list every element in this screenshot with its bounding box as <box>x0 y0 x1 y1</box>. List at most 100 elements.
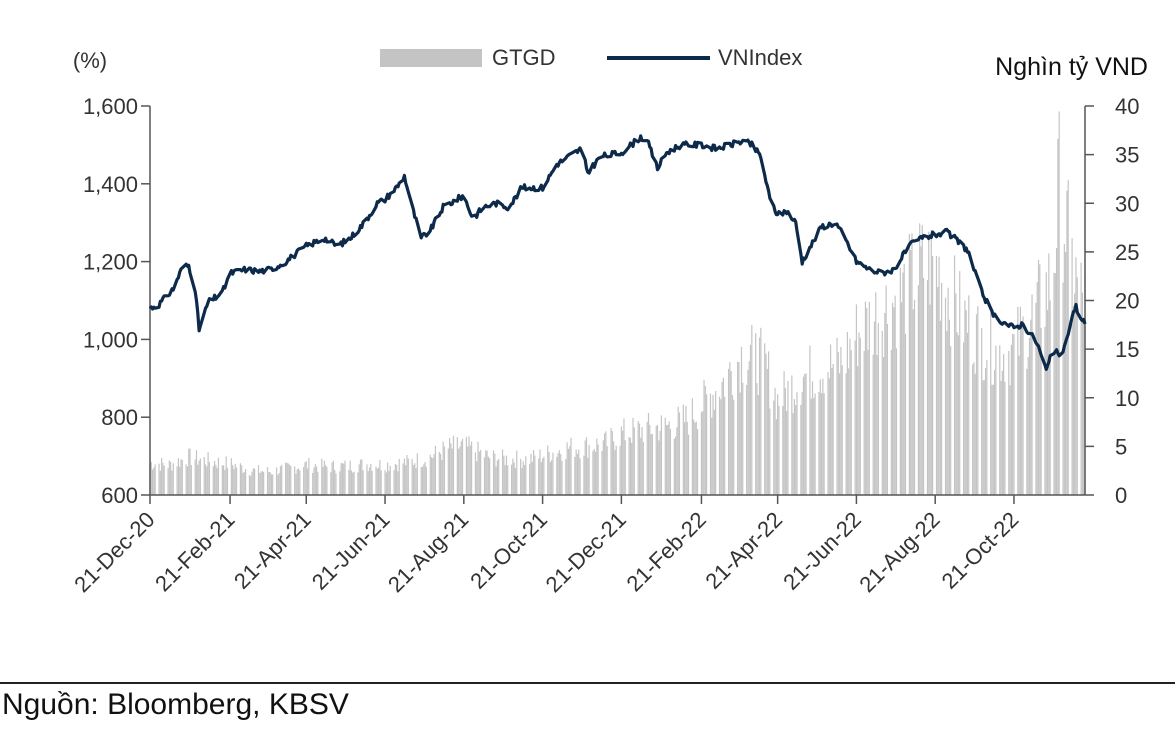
gtgd-bar <box>1075 257 1077 495</box>
gtgd-bar <box>281 464 283 495</box>
gtgd-bar <box>1027 357 1029 495</box>
gtgd-bar <box>646 421 648 495</box>
gtgd-bar <box>592 450 594 495</box>
gtgd-bar <box>765 353 767 495</box>
gtgd-bar <box>330 472 332 495</box>
gtgd-bar <box>777 394 779 495</box>
left-axis-label: (%) <box>73 48 107 73</box>
gtgd-bar <box>570 437 572 495</box>
gtgd-bar <box>366 464 368 495</box>
gtgd-bar <box>439 453 442 495</box>
gtgd-bar <box>935 255 938 495</box>
gtgd-bar <box>379 459 381 495</box>
gtgd-bar <box>787 380 789 495</box>
gtgd-bar <box>317 471 319 495</box>
gtgd-bar <box>188 448 190 495</box>
gtgd-bar <box>1012 333 1014 495</box>
x-axis-tick-label: 21-Feb-21 <box>150 507 239 596</box>
gtgd-bar <box>872 354 874 495</box>
gtgd-bar <box>334 469 336 495</box>
gtgd-bar <box>1074 293 1076 495</box>
gtgd-bar <box>1026 368 1028 495</box>
gtgd-bar <box>235 467 238 495</box>
gtgd-bar <box>638 423 641 495</box>
gtgd-bar <box>367 471 369 495</box>
gtgd-bar <box>1031 294 1033 495</box>
gtgd-bar <box>1021 321 1023 495</box>
gtgd-bar <box>894 295 896 495</box>
legend-label-vnindex: VNIndex <box>718 45 802 70</box>
gtgd-bar <box>1045 272 1047 495</box>
gtgd-bar <box>343 463 345 495</box>
gtgd-bar <box>696 429 699 495</box>
gtgd-bar <box>804 373 806 495</box>
gtgd-bar <box>875 292 877 495</box>
gtgd-bar <box>968 295 970 495</box>
gtgd-bar <box>558 450 560 495</box>
gtgd-bar <box>438 451 440 495</box>
gtgd-bar <box>296 469 298 495</box>
gtgd-bar <box>1008 350 1010 495</box>
gtgd-bar <box>402 463 404 495</box>
gtgd-bar <box>796 392 798 495</box>
gtgd-bar <box>167 468 169 495</box>
gtgd-bar <box>308 457 310 495</box>
gtgd-bar <box>1046 309 1049 495</box>
gtgd-bar <box>186 466 189 495</box>
gtgd-bar <box>939 320 941 495</box>
gtgd-bar <box>966 332 969 495</box>
gtgd-bar <box>272 474 274 495</box>
gtgd-bar <box>511 464 513 495</box>
gtgd-bar <box>891 302 894 495</box>
gtgd-bar <box>740 346 743 495</box>
gtgd-bar <box>393 470 395 495</box>
gtgd-bar <box>818 391 820 495</box>
gtgd-bar <box>792 413 794 495</box>
line-series-vnindex <box>148 134 1087 371</box>
gtgd-bar <box>578 449 580 495</box>
gtgd-bar <box>890 350 892 495</box>
gtgd-bar <box>486 450 488 495</box>
gtgd-bar <box>341 463 344 495</box>
gtgd-bar <box>257 465 260 495</box>
gtgd-bar <box>1063 244 1065 495</box>
gtgd-bar <box>983 380 985 495</box>
gtgd-bar <box>1083 322 1085 495</box>
x-axis-tick-label: 21-Aug-21 <box>383 507 473 597</box>
gtgd-bar <box>813 398 815 495</box>
gtgd-bar <box>1053 272 1055 495</box>
gtgd-bar <box>1081 292 1084 495</box>
gtgd-bar <box>575 449 577 495</box>
gtgd-bar <box>154 464 156 495</box>
gtgd-bar <box>684 422 686 495</box>
right-axis-tick-label: 15 <box>1115 337 1139 362</box>
gtgd-bar <box>837 352 839 495</box>
gtgd-bar <box>606 446 608 495</box>
gtgd-bar <box>963 342 965 495</box>
gtgd-bar <box>263 471 265 495</box>
gtgd-bar <box>406 455 408 495</box>
gtgd-bar <box>839 373 841 495</box>
gtgd-bar <box>326 466 328 495</box>
gtgd-bar <box>863 350 865 495</box>
gtgd-bar <box>766 368 768 495</box>
gtgd-bar <box>849 338 851 495</box>
gtgd-bar <box>332 460 334 495</box>
gtgd-bar <box>277 474 279 495</box>
gtgd-bar <box>756 383 758 495</box>
gtgd-bar <box>556 456 558 495</box>
gtgd-bar <box>548 452 550 495</box>
gtgd-bar <box>161 458 163 495</box>
gtgd-bar <box>470 441 473 495</box>
gtgd-bar <box>864 301 867 495</box>
gtgd-bar <box>819 379 821 495</box>
gtgd-bar <box>895 348 898 495</box>
gtgd-bar <box>1071 238 1073 495</box>
gtgd-bar <box>299 470 301 495</box>
gtgd-bar <box>232 465 234 495</box>
gtgd-bar <box>651 433 653 495</box>
gtgd-bar <box>610 428 612 495</box>
gtgd-bar <box>921 225 923 495</box>
gtgd-bar <box>261 471 263 495</box>
gtgd-bar <box>1044 326 1046 495</box>
